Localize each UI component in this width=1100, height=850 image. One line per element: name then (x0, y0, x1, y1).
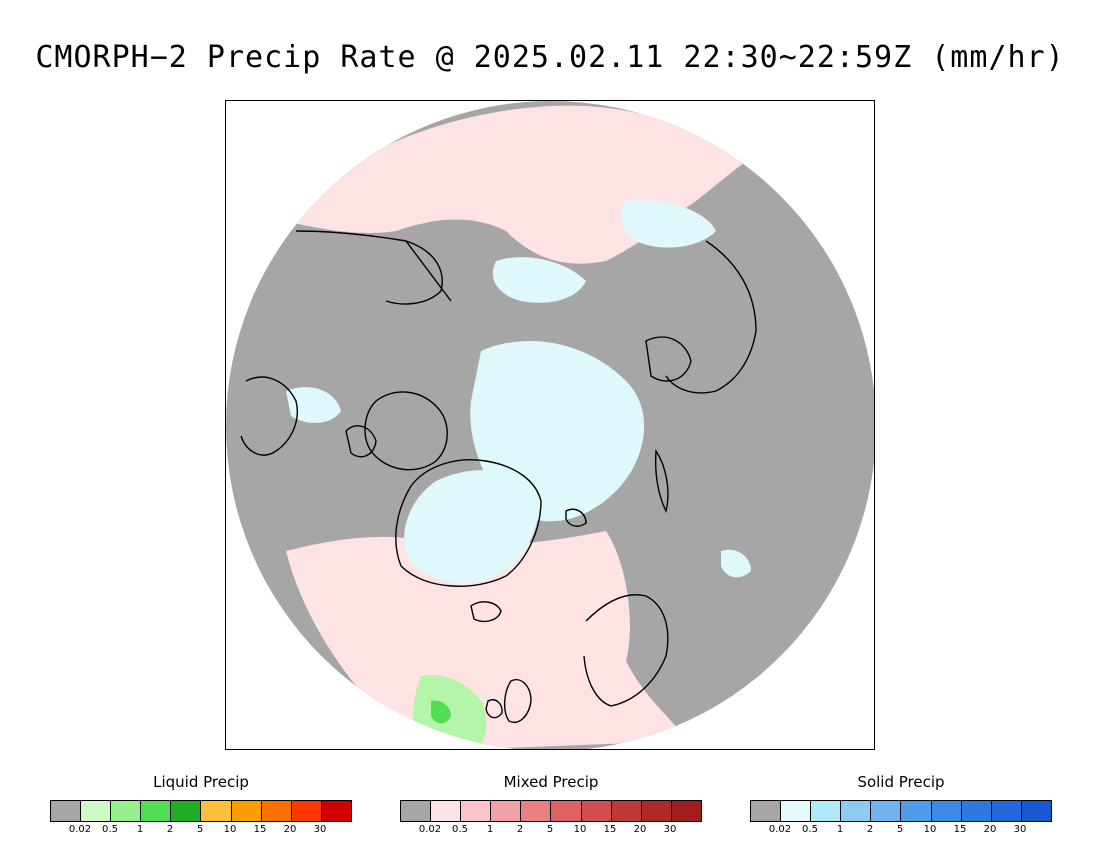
coastlines (240, 230, 757, 723)
taymyr-coast (645, 336, 692, 382)
legend-swatch (401, 801, 432, 821)
legend-tick-label: 10 (223, 824, 237, 835)
legend-liquid-ticks: 0.02 0.5 1 2 5 10 15 20 30 (50, 824, 352, 838)
liquid-precip-moderate (431, 700, 451, 724)
legend-tick-label: 15 (603, 824, 617, 835)
solid-precip-canada (286, 387, 341, 423)
legend-mixed-bar (400, 800, 702, 822)
legend-liquid-title: Liquid Precip (153, 773, 249, 791)
legend-tick-label: 0.02 (68, 824, 92, 835)
legend-tick-label: 10 (573, 824, 587, 835)
legend-tick-label: 30 (313, 824, 327, 835)
legend-tick-label: 5 (546, 824, 554, 835)
legend-tick-label: 20 (283, 824, 297, 835)
legend-tick-label: 2 (866, 824, 874, 835)
legend-tick-label: 10 (923, 824, 937, 835)
legend-liquid: Liquid Precip 0.02 0.5 1 2 5 10 15 20 30 (50, 772, 352, 838)
legend-swatch (671, 801, 701, 821)
solid-precip-scandinavia (721, 549, 751, 578)
map-title: CMORPH−2 Precip Rate @ 2025.02.11 22:30~… (35, 40, 1065, 75)
legend-tick-label: 5 (896, 824, 904, 835)
legend-swatch (811, 801, 842, 821)
legend-swatch (1021, 801, 1051, 821)
legend-swatch (931, 801, 962, 821)
iceland-coast (470, 601, 502, 623)
legend-swatch (581, 801, 612, 821)
legend-swatch (751, 801, 782, 821)
legend-tick-label: 1 (136, 824, 144, 835)
legend-tick-label: 30 (1013, 824, 1027, 835)
legend-swatch (781, 801, 812, 821)
legend-solid-bar (750, 800, 1052, 822)
legend-swatch (171, 801, 202, 821)
solid-precip-siberia (620, 200, 716, 248)
legend-tick-label: 2 (166, 824, 174, 835)
legend-swatch (991, 801, 1022, 821)
legend-solid: Solid Precip 0.02 0.5 1 2 5 10 15 20 30 (750, 772, 1052, 838)
hudson-coast (240, 376, 298, 456)
dateline-boundary (405, 240, 452, 302)
legend-swatch (521, 801, 552, 821)
legend-mixed-title: Mixed Precip (503, 773, 599, 791)
uk-coast (504, 679, 532, 723)
legend-tick-label: 15 (253, 824, 267, 835)
greenland-coast (395, 459, 542, 587)
legend-swatch (491, 801, 522, 821)
legend-swatch (871, 801, 902, 821)
legend-swatch (291, 801, 322, 821)
scandinavia-coast (583, 594, 669, 707)
baffin-coast (345, 425, 377, 458)
legend-tick-label: 0.02 (418, 824, 442, 835)
canadian-arctic-coast (364, 391, 448, 471)
legend-swatch (141, 801, 172, 821)
map-disk (226, 101, 874, 749)
legend-tick-label: 0.5 (802, 824, 818, 835)
legend-swatch (551, 801, 582, 821)
novaya-zemlya-coast (654, 448, 669, 514)
svalbard-coast (565, 508, 587, 527)
legend-liquid-bar (50, 800, 352, 822)
legend-tick-label: 1 (836, 824, 844, 835)
legend-swatch (961, 801, 992, 821)
legend-solid-title: Solid Precip (857, 773, 945, 791)
legend-tick-label: 5 (196, 824, 204, 835)
alaska-coast (295, 230, 443, 305)
map-panel (225, 100, 875, 750)
legend-tick-label: 30 (663, 824, 677, 835)
legend-mixed-ticks: 0.02 0.5 1 2 5 10 15 20 30 (400, 824, 702, 838)
legend-swatch (901, 801, 932, 821)
legend-swatch (51, 801, 82, 821)
legend-swatch (81, 801, 112, 821)
legend-swatch (461, 801, 492, 821)
legend-swatch (321, 801, 351, 821)
legend-tick-label: 0.5 (102, 824, 118, 835)
legend-swatch (611, 801, 642, 821)
legend-swatch (261, 801, 292, 821)
legend-swatch (641, 801, 672, 821)
legend-swatch (431, 801, 462, 821)
legend-tick-label: 15 (953, 824, 967, 835)
legend-swatch (111, 801, 142, 821)
legend-swatch (231, 801, 262, 821)
solid-precip-bering (492, 257, 586, 303)
legend-mixed: Mixed Precip 0.02 0.5 1 2 5 10 15 20 30 (400, 772, 702, 838)
mixed-precip-north-atlantic (286, 531, 686, 749)
polar-precip-map (226, 101, 874, 749)
ireland-coast (485, 699, 503, 719)
legend-tick-label: 20 (633, 824, 647, 835)
legend-swatch (841, 801, 872, 821)
legend-tick-label: 0.5 (452, 824, 468, 835)
legend-tick-label: 1 (486, 824, 494, 835)
legend-tick-label: 20 (983, 824, 997, 835)
siberia-coast (665, 240, 757, 394)
legend-swatch (201, 801, 232, 821)
solid-precip-greenland (404, 470, 539, 584)
legend-solid-ticks: 0.02 0.5 1 2 5 10 15 20 30 (750, 824, 1052, 838)
legend-tick-label: 0.02 (768, 824, 792, 835)
legend-tick-label: 2 (516, 824, 524, 835)
